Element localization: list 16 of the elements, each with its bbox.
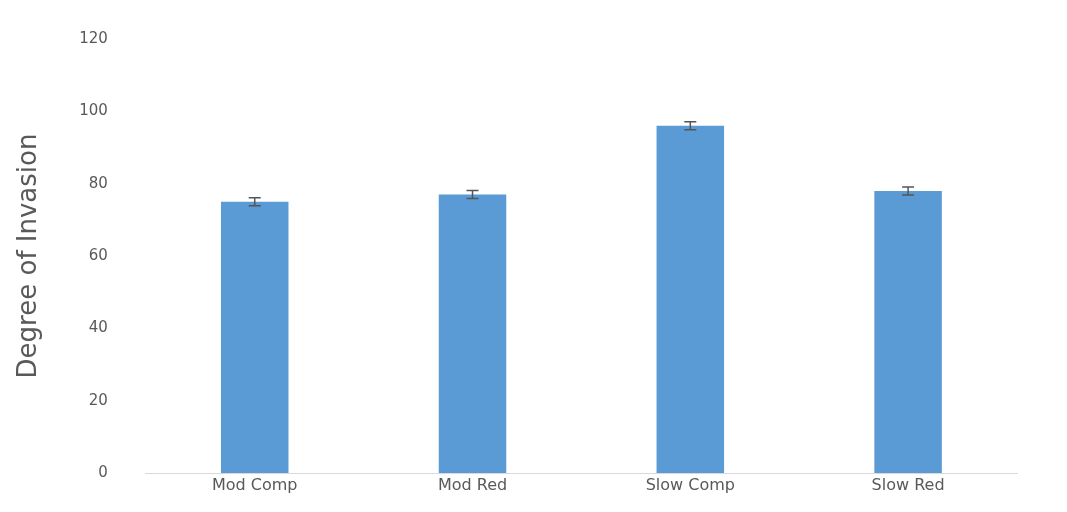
y-tick-label: 40 — [88, 318, 108, 337]
y-axis-title: Degree of Invasion — [12, 133, 43, 379]
y-tick-label: 60 — [88, 245, 108, 264]
bar — [656, 125, 725, 473]
y-tick-label: 120 — [79, 28, 108, 47]
y-tick-label: 20 — [88, 390, 108, 409]
bar — [220, 201, 289, 473]
bar — [438, 194, 507, 473]
x-tick-label: Slow Red — [871, 474, 945, 494]
bar — [874, 190, 942, 473]
y-tick-label: 80 — [88, 173, 108, 192]
y-tick-label: 0 — [98, 462, 108, 481]
x-tick-label: Mod Comp — [211, 474, 298, 494]
x-tick-label: Mod Red — [437, 474, 508, 494]
x-tick-label: Slow Comp — [645, 474, 735, 494]
y-tick-label: 100 — [79, 101, 108, 120]
